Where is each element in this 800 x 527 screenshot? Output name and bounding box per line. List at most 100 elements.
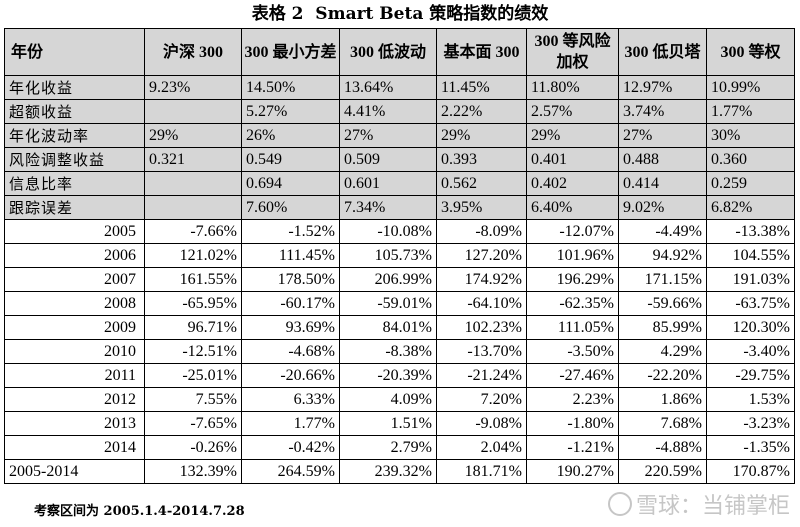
table-cell: 84.01% <box>339 315 437 340</box>
table-cell: 85.99% <box>618 315 707 340</box>
table-cell: 4.09% <box>339 387 437 412</box>
header-index-1: 沪深 300 <box>144 28 242 76</box>
row-label: 2012 <box>4 387 145 412</box>
table-cell: 104.55% <box>706 243 795 268</box>
table-cell: 1.86% <box>618 387 707 412</box>
table-cell: 14.50% <box>241 75 340 100</box>
table-cell: 174.92% <box>436 267 527 292</box>
table-cell: -29.75% <box>706 363 795 388</box>
table-cell: 11.80% <box>526 75 619 100</box>
table-cell: -1.52% <box>241 219 340 244</box>
table-cell: -21.24% <box>436 363 527 388</box>
table-cell: 1.77% <box>706 99 795 124</box>
year-row: 2008 -65.95% -60.17% -59.01% -64.10% -62.35% -… <box>4 291 795 316</box>
table-cell: 6.82% <box>706 195 795 220</box>
table-cell <box>144 171 242 196</box>
table-cell: -10.08% <box>339 219 437 244</box>
table-cell: -12.51% <box>144 339 242 364</box>
table-cell: -60.17% <box>241 291 340 316</box>
table-cell: -1.80% <box>526 411 619 436</box>
row-label: 2006 <box>4 243 145 268</box>
header-row: 年份 沪深 300 300 最小方差 300 低波动 基本面 300 300 等风险加权 3… <box>4 28 795 76</box>
row-label: 风险调整收益 <box>4 147 145 172</box>
table-cell: 27% <box>618 123 707 148</box>
table-cell: -3.50% <box>526 339 619 364</box>
period-note: 考察区间为 2005.1.4-2014.7.28 <box>34 504 245 519</box>
table-cell: 3.95% <box>436 195 527 220</box>
table-cell: 171.15% <box>618 267 707 292</box>
table-cell: -9.08% <box>436 411 527 436</box>
table-cell: 1.53% <box>706 387 795 412</box>
table-cell: -20.66% <box>241 363 340 388</box>
table-cell: 10.99% <box>706 75 795 100</box>
header-index-2: 300 最小方差 <box>241 28 340 76</box>
table-cell: -4.49% <box>618 219 707 244</box>
table-cell: 196.29% <box>526 267 619 292</box>
table-cell: 190.27% <box>526 459 619 484</box>
year-row: 2007 161.55% 178.50% 206.99% 174.92% 196.29% 1… <box>4 267 795 292</box>
snowball-logo-icon <box>607 492 632 516</box>
table-cell: 9.02% <box>618 195 707 220</box>
table-cell: -13.70% <box>436 339 527 364</box>
header-index-5: 300 等风险加权 <box>526 28 619 76</box>
table-cell: -13.38% <box>706 219 795 244</box>
table-cell: 0.488 <box>618 147 707 172</box>
table-cell: 12.97% <box>618 75 707 100</box>
table-cell: 93.69% <box>241 315 340 340</box>
table-cell: -27.46% <box>526 363 619 388</box>
metric-row: 信息比率 0.694 0.601 0.562 0.402 0.414 0.259 <box>4 171 795 196</box>
table-cell: 4.41% <box>339 99 437 124</box>
table-cell: -20.39% <box>339 363 437 388</box>
table-cell: 1.51% <box>339 411 437 436</box>
table-cell: 29% <box>526 123 619 148</box>
table-cell <box>144 99 242 124</box>
row-label: 2008 <box>4 291 145 316</box>
header-year: 年份 <box>4 28 145 76</box>
table-cell: -8.38% <box>339 339 437 364</box>
table-cell: 0.694 <box>241 171 340 196</box>
header-index-7: 300 等权 <box>706 28 795 76</box>
year-row: 2010 -12.51% -4.68% -8.38% -13.70% -3.50% 4.29… <box>4 339 795 364</box>
table-cell: -3.23% <box>706 411 795 436</box>
table-cell <box>144 195 242 220</box>
table-cell: 7.55% <box>144 387 242 412</box>
table-cell: -7.66% <box>144 219 242 244</box>
total-row: 2005-2014 132.39% 264.59% 239.32% 181.71% 190… <box>4 459 795 484</box>
table-cell: -4.68% <box>241 339 340 364</box>
table-cell: 111.45% <box>241 243 340 268</box>
table-cell: -62.35% <box>526 291 619 316</box>
year-row: 2006 121.02% 111.45% 105.73% 127.20% 101.96% 9… <box>4 243 795 268</box>
table-cell: 11.45% <box>436 75 527 100</box>
table-cell: 132.39% <box>144 459 242 484</box>
table-cell: -22.20% <box>618 363 707 388</box>
table-cell: -0.26% <box>144 435 242 460</box>
table-cell: 178.50% <box>241 267 340 292</box>
table-cell: -64.10% <box>436 291 527 316</box>
row-label: 跟踪误差 <box>4 195 145 220</box>
table-cell: 102.23% <box>436 315 527 340</box>
header-index-3: 300 低波动 <box>339 28 437 76</box>
table-cell: 96.71% <box>144 315 242 340</box>
table-cell: 30% <box>706 123 795 148</box>
table-cell: 111.05% <box>526 315 619 340</box>
table-cell: 170.87% <box>706 459 795 484</box>
table-cell: 0.414 <box>618 171 707 196</box>
row-label: 信息比率 <box>4 171 145 196</box>
metric-row: 风险调整收益 0.321 0.549 0.509 0.393 0.401 0.488 0.36… <box>4 147 795 172</box>
table-cell: 2.79% <box>339 435 437 460</box>
row-label: 2014 <box>4 435 145 460</box>
table-cell: 13.64% <box>339 75 437 100</box>
table-cell: 0.562 <box>436 171 527 196</box>
table-cell: 101.96% <box>526 243 619 268</box>
table-cell: -8.09% <box>436 219 527 244</box>
header-index-4: 基本面 300 <box>436 28 527 76</box>
table-cell: 2.22% <box>436 99 527 124</box>
watermark: 雪球：当铺掌柜 <box>607 488 790 520</box>
row-label: 年化波动率 <box>4 123 145 148</box>
table-cell: -7.65% <box>144 411 242 436</box>
table-cell: 6.33% <box>241 387 340 412</box>
table-cell: 26% <box>241 123 340 148</box>
table-cell: 29% <box>436 123 527 148</box>
table-cell: -1.21% <box>526 435 619 460</box>
table-cell: -0.42% <box>241 435 340 460</box>
